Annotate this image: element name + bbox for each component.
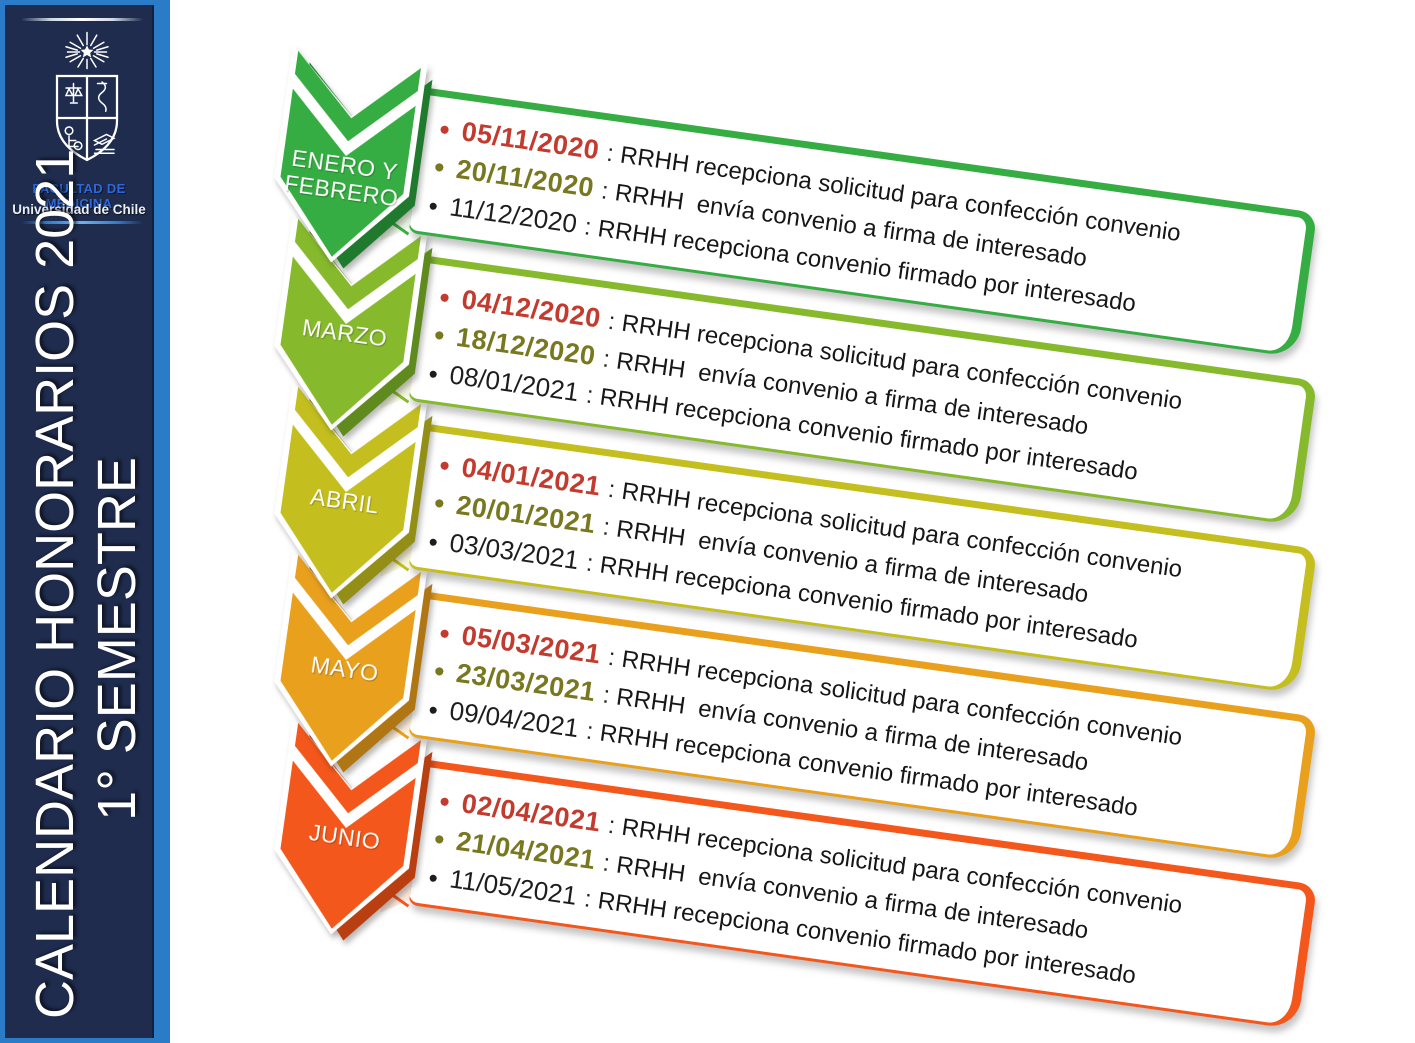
bullet-icon: •: [437, 281, 453, 316]
separator: :: [584, 549, 595, 578]
separator: :: [584, 381, 595, 410]
sidebar-blue-divider: [21, 221, 143, 224]
bullet-icon: •: [437, 449, 453, 484]
university-crest-icon: [55, 31, 119, 162]
sidebar: FACULTAD DE MEDICINA Universidad de Chil…: [0, 0, 170, 1043]
separator: :: [601, 513, 612, 542]
bullet-icon: •: [437, 113, 453, 148]
separator: :: [584, 717, 595, 746]
separator: :: [604, 139, 616, 168]
bullet-icon: •: [431, 654, 447, 689]
bullet-icon: •: [431, 822, 447, 857]
bullet-icon: •: [426, 862, 440, 894]
separator: :: [606, 475, 617, 504]
university-label: Universidad de Chile: [12, 202, 146, 217]
separator: :: [601, 345, 612, 374]
separator: :: [601, 681, 612, 710]
slide-title: CALENDARIO HONORARIOS 2021 1° SEMESTRE: [24, 148, 152, 1019]
separator: :: [606, 307, 617, 336]
separator: :: [599, 177, 611, 205]
slide-title-line1: CALENDARIO HONORARIOS 2021: [25, 148, 85, 1019]
bullet-icon: •: [426, 694, 440, 726]
separator: :: [606, 643, 617, 672]
faculty-label: FACULTAD DE MEDICINA: [32, 181, 126, 211]
bullet-icon: •: [426, 358, 440, 390]
bullet-icon: •: [426, 190, 440, 222]
bullet-icon: •: [431, 318, 447, 353]
sidebar-top-divider: [21, 18, 143, 21]
sidebar-accent-stripe: [152, 5, 165, 1038]
slide-title-line2: 1° SEMESTRE: [87, 457, 147, 821]
bullet-icon: •: [431, 150, 447, 185]
separator: :: [606, 811, 617, 840]
bullet-icon: •: [437, 785, 453, 820]
bullet-icon: •: [426, 526, 440, 558]
separator: :: [601, 849, 612, 878]
separator: :: [582, 213, 594, 241]
bullet-icon: •: [431, 486, 447, 521]
bullet-icon: •: [437, 617, 453, 652]
separator: :: [582, 885, 594, 913]
